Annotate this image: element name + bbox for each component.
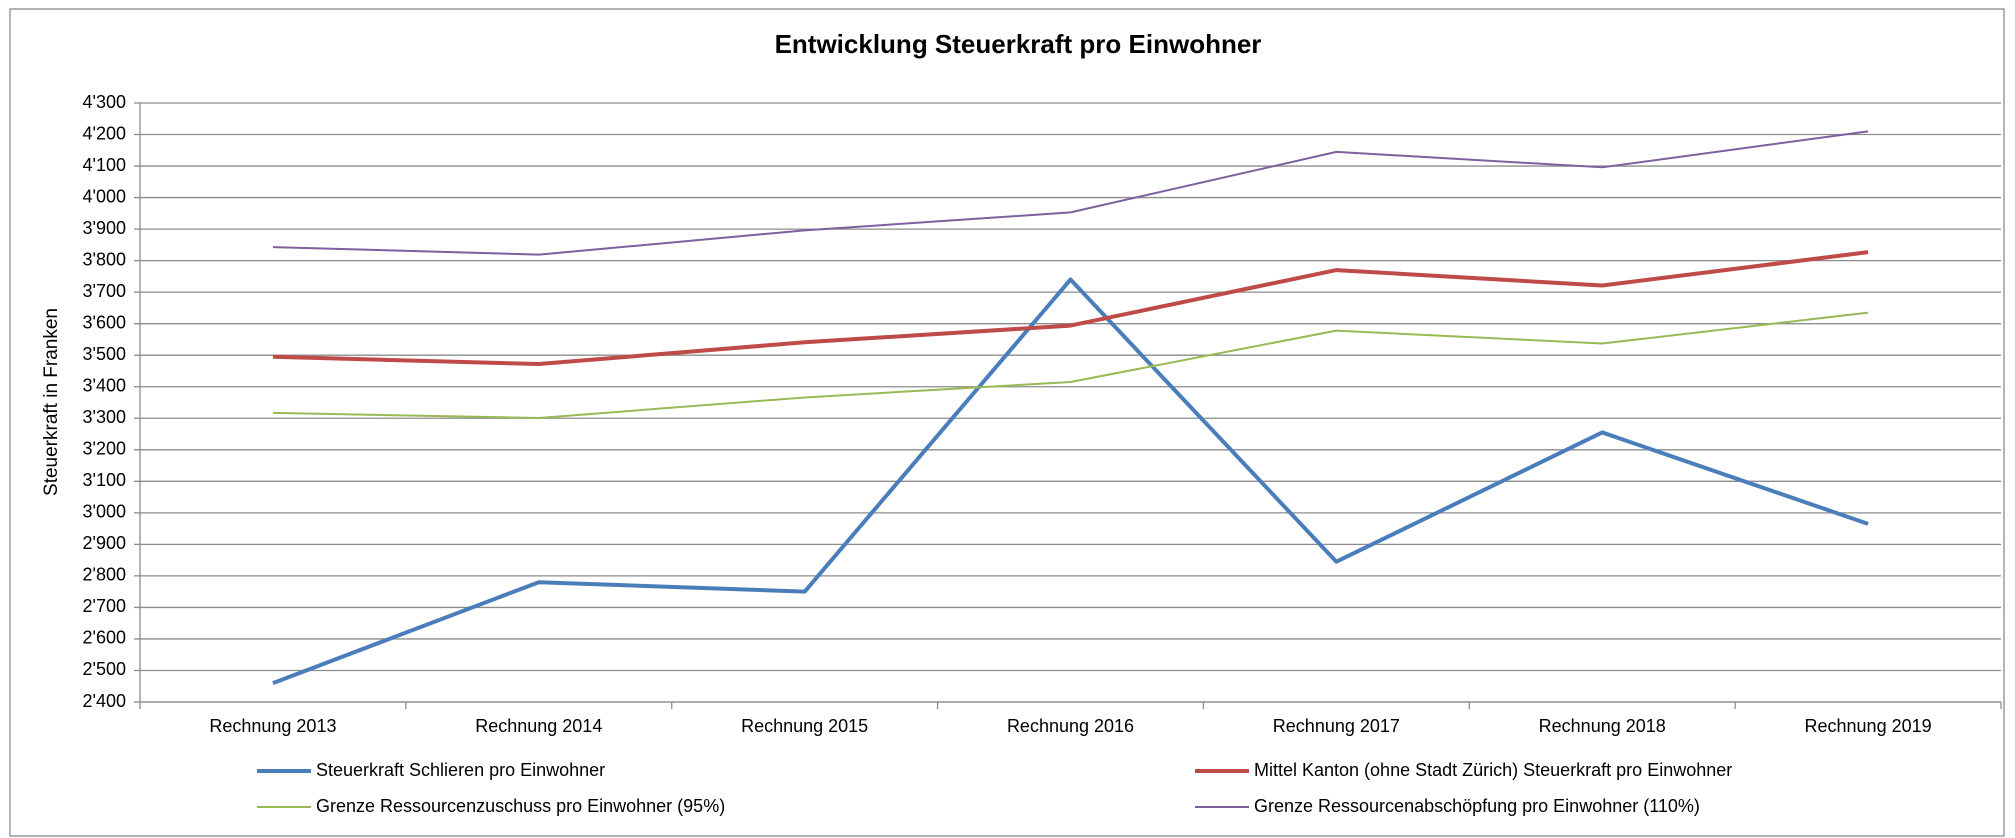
y-tick-label: 2'700 [83, 596, 126, 616]
chart-title: Entwicklung Steuerkraft pro Einwohner [775, 29, 1262, 59]
x-tick-label: Rechnung 2014 [475, 716, 602, 736]
x-tick-label: Rechnung 2015 [741, 716, 868, 736]
chart-border [9, 8, 2005, 837]
x-tick-label: Rechnung 2018 [1539, 716, 1666, 736]
y-tick-label: 3'900 [83, 218, 126, 238]
y-tick-label: 4'300 [83, 92, 126, 112]
y-tick-label: 3'200 [83, 439, 126, 459]
y-tick-label: 3'600 [83, 312, 126, 332]
series-line [272, 311, 1869, 419]
series-line [272, 130, 1869, 256]
y-tick-label: 2'600 [83, 628, 126, 648]
y-tick-label: 3'800 [83, 249, 126, 269]
y-tick-label: 3'000 [83, 502, 126, 522]
y-tick-label: 2'900 [83, 533, 126, 553]
legend-label: Steuerkraft Schlieren pro Einwohner [316, 760, 605, 780]
y-tick-label: 2'500 [83, 659, 126, 679]
legend-label: Grenze Ressourcenabschöpfung pro Einwohn… [1254, 796, 1700, 816]
x-tick-label: Rechnung 2013 [209, 716, 336, 736]
y-tick-label: 3'400 [83, 375, 126, 395]
legend-label: Grenze Ressourcenzuschuss pro Einwohner … [316, 796, 725, 816]
y-tick-label: 2'400 [83, 691, 126, 711]
y-axis-title: Steuerkraft in Franken [41, 308, 62, 496]
x-tick-label: Rechnung 2019 [1805, 716, 1932, 736]
y-tick-label: 4'100 [83, 155, 126, 175]
y-tick-label: 3'100 [83, 470, 126, 490]
series-line [272, 250, 1869, 367]
legend-label: Mittel Kanton (ohne Stadt Zürich) Steuer… [1254, 760, 1732, 780]
x-tick-label: Rechnung 2017 [1273, 716, 1400, 736]
y-tick-label: 3'700 [83, 281, 126, 301]
y-tick-label: 4'200 [83, 123, 126, 143]
y-tick-label: 3'300 [83, 407, 126, 427]
y-tick-label: 2'800 [83, 565, 126, 585]
x-tick-label: Rechnung 2016 [1007, 716, 1134, 736]
series-line [272, 277, 1869, 685]
y-tick-label: 3'500 [83, 344, 126, 364]
y-tick-label: 4'000 [83, 186, 126, 206]
